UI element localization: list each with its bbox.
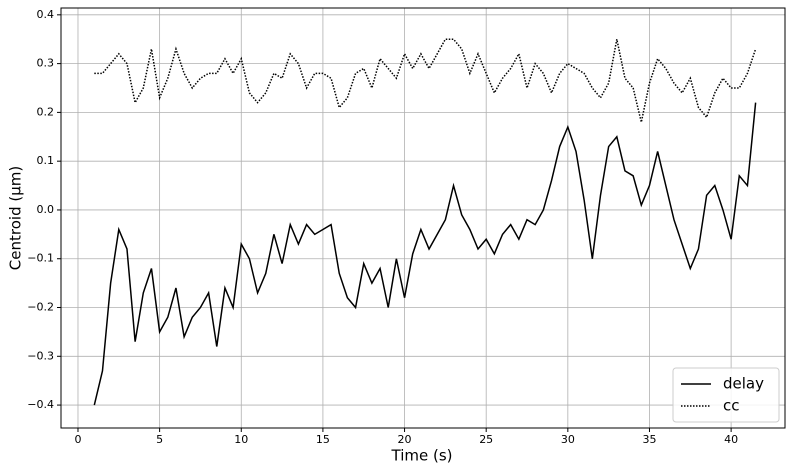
y-tick-label: −0.4 — [27, 398, 54, 411]
x-tick-label: 40 — [724, 433, 738, 446]
legend-label: cc — [723, 397, 740, 415]
y-tick-label: −0.2 — [27, 301, 54, 314]
y-tick-label: 0.1 — [37, 154, 55, 167]
x-tick-label: 0 — [74, 433, 81, 446]
x-tick-label: 15 — [316, 433, 330, 446]
x-tick-label: 5 — [156, 433, 163, 446]
legend-box — [672, 367, 780, 423]
y-tick-label: 0.0 — [37, 203, 55, 216]
x-tick-label: 20 — [398, 433, 412, 446]
x-tick-label: 30 — [561, 433, 575, 446]
plot-frame — [60, 7, 786, 429]
x-tick-label: 10 — [234, 433, 248, 446]
x-axis-label: Time (s) — [391, 447, 453, 465]
series-line — [94, 38, 757, 123]
y-tick-label: 0.3 — [37, 57, 55, 70]
x-tick-label: 25 — [479, 433, 493, 446]
series-line — [93, 102, 757, 406]
legend-label: delay — [723, 375, 764, 393]
y-tick-label: 0.4 — [37, 8, 55, 21]
x-tick-label: 35 — [642, 433, 656, 446]
y-tick-label: −0.3 — [27, 349, 54, 362]
y-tick-label: 0.2 — [37, 105, 55, 118]
legend: delay cc — [672, 367, 780, 423]
y-tick-label: −0.1 — [27, 252, 54, 265]
y-axis-label: Centroid (μm) — [7, 166, 25, 270]
